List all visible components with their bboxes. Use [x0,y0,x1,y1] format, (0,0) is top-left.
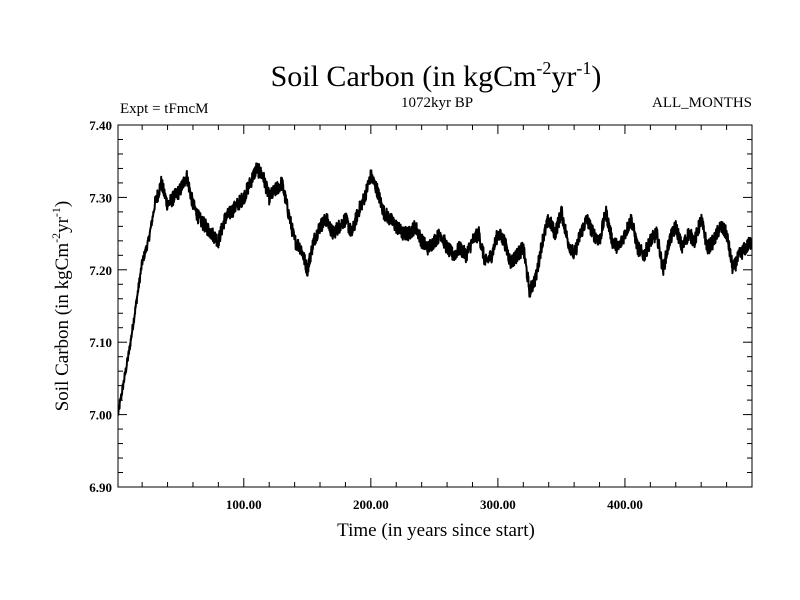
x-axis: 100.00 200.00 300.00 400.00 [141,125,728,512]
period-label: 1072kyr BP [401,95,473,111]
x-tick-label: 100.00 [226,497,262,512]
y-axis-label: Soil Carbon (in kgCm-2yr-1) [49,201,73,412]
chart-title: Soil Carbon (in kgCm-2yr-1) [271,58,602,93]
y-tick-label: 7.20 [89,263,112,278]
y-tick-label: 7.00 [89,408,112,423]
y-tick-label: 7.30 [89,190,112,205]
y-tick-label: 7.40 [89,118,112,133]
y-tick-label: 6.90 [89,480,112,495]
x-tick-label: 300.00 [480,497,516,512]
series-line-soil-carbon [118,162,752,416]
experiment-label: Expt = tFmcM [120,101,208,117]
x-tick-label: 400.00 [607,497,643,512]
y-tick-label: 7.10 [89,335,112,350]
y-axis: 6.90 7.00 7.10 7.20 7.30 7.40 [89,118,752,495]
months-label: ALL_MONTHS [652,95,752,111]
x-axis-label: Time (in years since start) [337,520,535,541]
plot-frame [117,124,753,488]
x-tick-label: 200.00 [353,497,389,512]
